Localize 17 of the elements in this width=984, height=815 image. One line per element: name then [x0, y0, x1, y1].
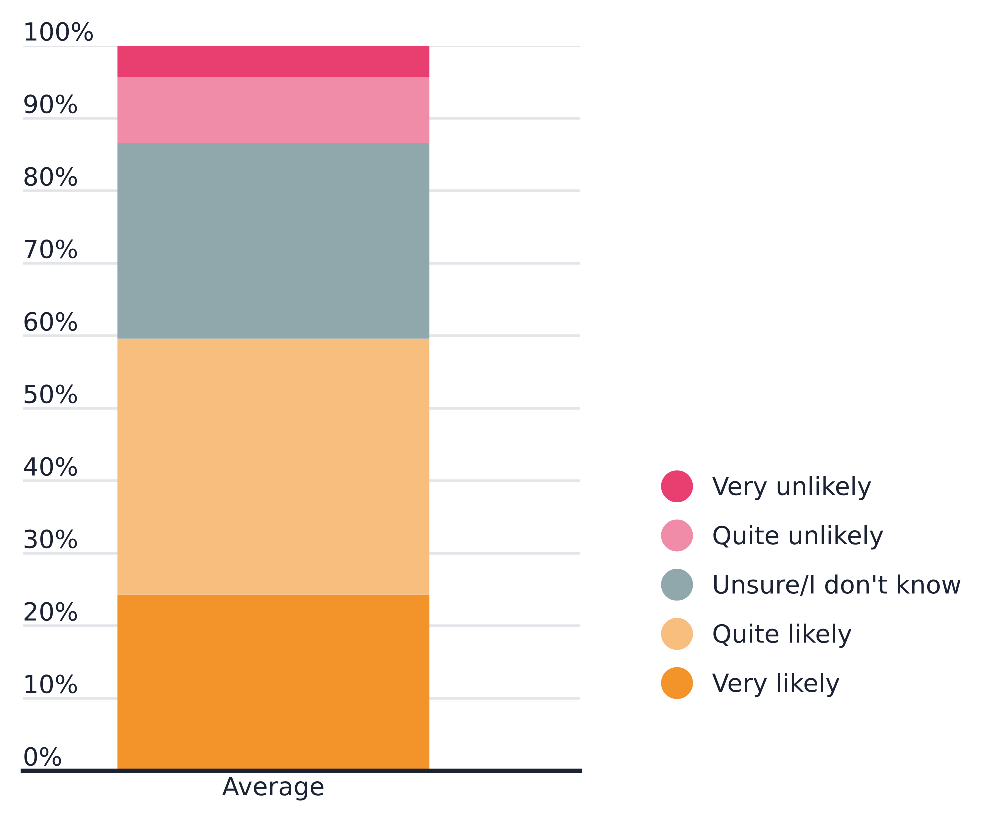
y-tick-label: 90% — [24, 94, 78, 114]
y-tick-label: 20% — [24, 602, 78, 622]
legend-label: Quite likely — [714, 624, 852, 648]
y-tick-label: 40% — [24, 457, 78, 476]
legend-label: Very unlikely — [712, 476, 872, 501]
y-tick-label: 100% — [26, 22, 94, 42]
legend-label: Quite unlikely — [714, 526, 884, 550]
legend-label: Unsure/I don't know — [714, 574, 961, 596]
y-tick-label: 80% — [24, 167, 78, 186]
x-tick-label: Average — [222, 777, 324, 801]
legend-label: Very likely — [712, 673, 840, 698]
y-tick-label: 30% — [24, 530, 78, 549]
y-tick-label: 50% — [24, 384, 78, 404]
y-tick-label: 70% — [25, 240, 78, 259]
y-tick-label: 0% — [24, 747, 62, 766]
y-tick-label: 60% — [24, 312, 78, 332]
y-tick-label: 10% — [26, 674, 78, 694]
